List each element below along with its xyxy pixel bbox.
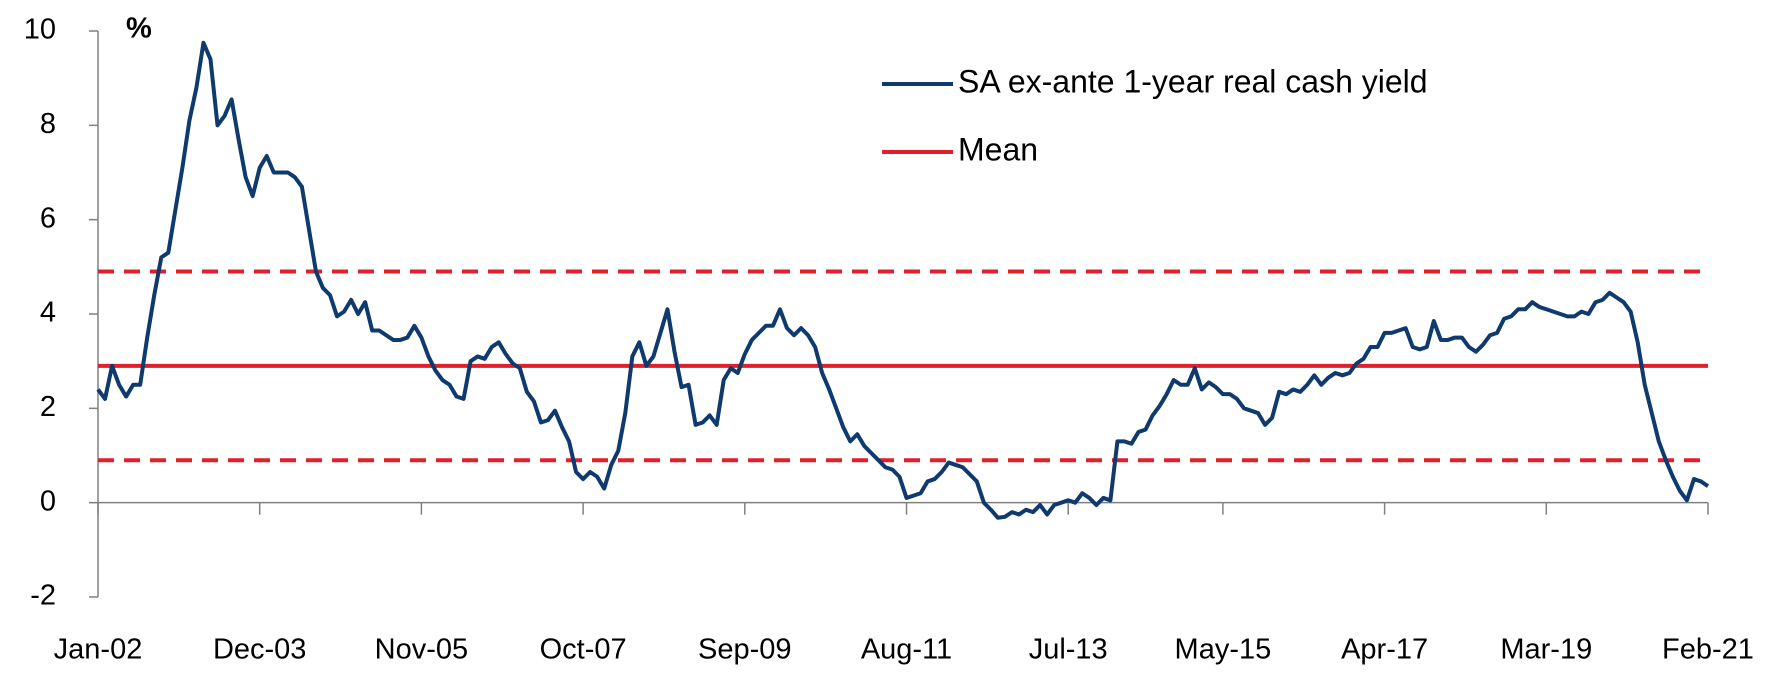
- legend-label: Mean: [958, 131, 1038, 167]
- y-tick-label: 8: [40, 108, 56, 140]
- x-tick-label: Dec-03: [213, 634, 307, 666]
- y-tick-label: 0: [40, 485, 56, 517]
- y-tick-label: -2: [30, 580, 56, 612]
- y-tick-label: 4: [40, 297, 56, 329]
- x-tick-label: Jan-02: [54, 634, 143, 666]
- x-tick-label: Feb-21: [1662, 634, 1754, 666]
- y-tick-label: 6: [40, 202, 56, 234]
- x-tick-label: Nov-05: [375, 634, 469, 666]
- y-axis-label: %: [126, 13, 152, 45]
- legend-label: SA ex-ante 1-year real cash yield: [958, 63, 1428, 99]
- x-tick-label: Apr-17: [1341, 634, 1428, 666]
- y-tick-label: 10: [24, 14, 56, 46]
- x-tick-label: Oct-07: [540, 634, 627, 666]
- x-tick-label: Jul-13: [1029, 634, 1108, 666]
- x-tick-label: Aug-11: [861, 634, 952, 666]
- y-tick-label: 2: [40, 391, 56, 423]
- x-tick-label: May-15: [1175, 634, 1272, 666]
- x-tick-label: Sep-09: [698, 634, 792, 666]
- x-tick-label: Mar-19: [1500, 634, 1592, 666]
- series-line: [96, 40, 1710, 520]
